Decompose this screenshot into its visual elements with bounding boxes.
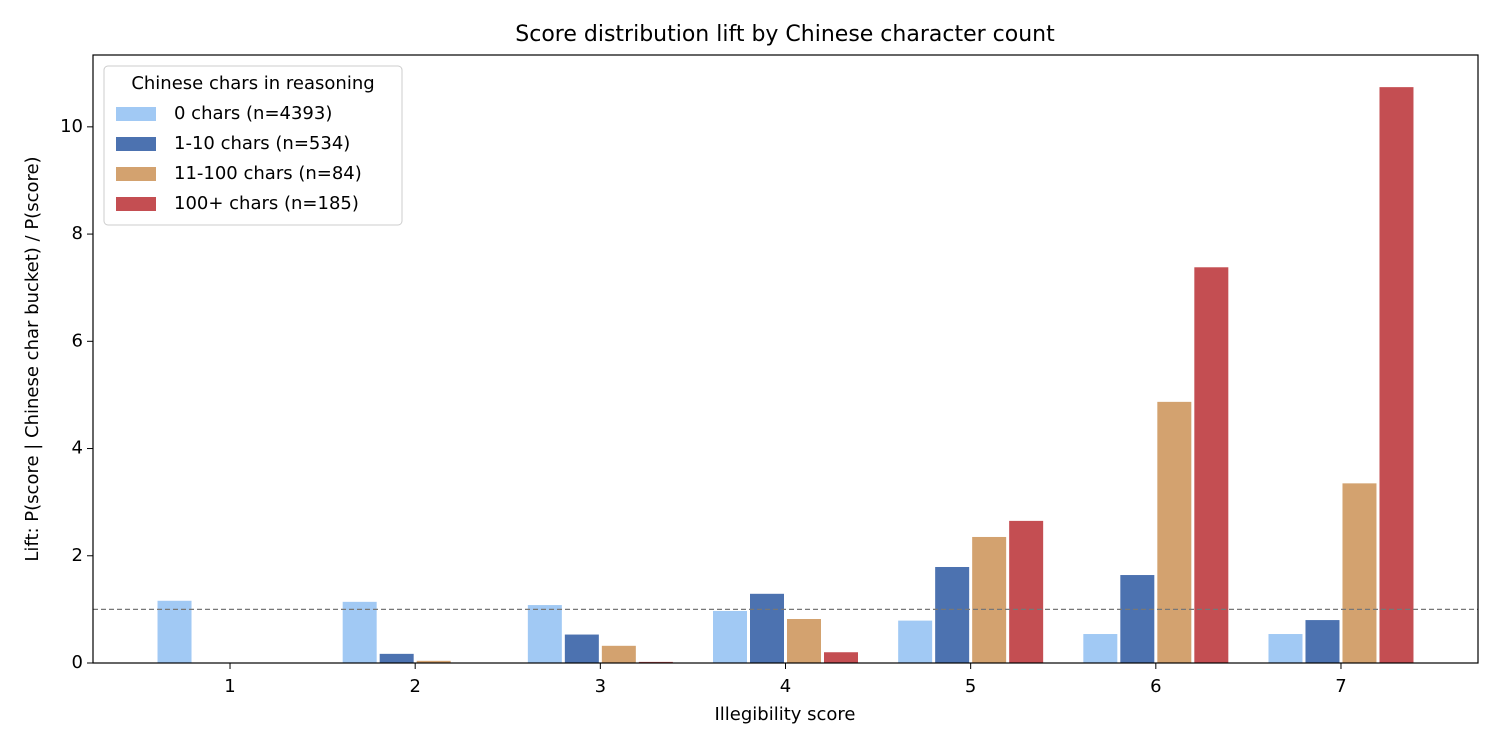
- legend: Chinese chars in reasoning 0 chars (n=439…: [103, 65, 403, 226]
- bar: [378, 652, 415, 664]
- bar: [600, 644, 637, 664]
- legend-swatch: [116, 107, 156, 121]
- x-tick-label: 5: [965, 676, 976, 697]
- bar: [1193, 266, 1230, 664]
- x-tick-label: 2: [409, 676, 420, 697]
- legend-label: 1-10 chars (n=534): [174, 133, 350, 154]
- bar: [1267, 633, 1304, 664]
- bar: [934, 565, 971, 664]
- legend-label: 11-100 chars (n=84): [174, 163, 362, 184]
- y-tick-label: 10: [60, 116, 83, 137]
- y-tick-label: 0: [72, 652, 83, 673]
- legend-swatch: [116, 137, 156, 151]
- y-tick-label: 8: [72, 223, 83, 244]
- y-axis-label: Lift: P(score | Chinese char bucket) / P…: [22, 156, 43, 561]
- x-tick-label: 3: [595, 676, 606, 697]
- y-tick-label: 6: [72, 330, 83, 351]
- bar: [971, 535, 1008, 664]
- y-tick-label: 4: [72, 438, 83, 459]
- legend-swatch: [116, 197, 156, 211]
- x-tick-label: 4: [780, 676, 791, 697]
- legend-swatch: [116, 167, 156, 181]
- bar: [341, 600, 378, 664]
- bar: [749, 592, 785, 664]
- x-tick-label: 6: [1150, 676, 1161, 697]
- bar: [1156, 400, 1193, 664]
- bar: [712, 609, 748, 664]
- bar: [1341, 482, 1378, 664]
- legend-box: [103, 65, 403, 226]
- bar: [563, 633, 600, 664]
- legend-label: 0 chars (n=4393): [174, 103, 332, 124]
- bar: [1008, 519, 1045, 664]
- bar: [786, 617, 822, 664]
- x-tick-label: 7: [1335, 676, 1346, 697]
- chart-title: Score distribution lift by Chinese chara…: [515, 22, 1055, 47]
- bar: [823, 651, 859, 664]
- x-axis-label: Illegibility score: [714, 704, 855, 725]
- bar: [1119, 574, 1156, 664]
- bar: [1304, 619, 1341, 664]
- x-tick-label: 1: [224, 676, 235, 697]
- legend-label: 100+ chars (n=185): [174, 193, 359, 214]
- bar: [897, 619, 934, 664]
- bar: [526, 604, 563, 664]
- plot-frame: [92, 54, 1479, 664]
- y-tick-label: 2: [72, 545, 83, 566]
- bar: [1378, 86, 1415, 664]
- legend-title: Chinese chars in reasoning: [131, 73, 374, 94]
- bar: [1082, 633, 1119, 664]
